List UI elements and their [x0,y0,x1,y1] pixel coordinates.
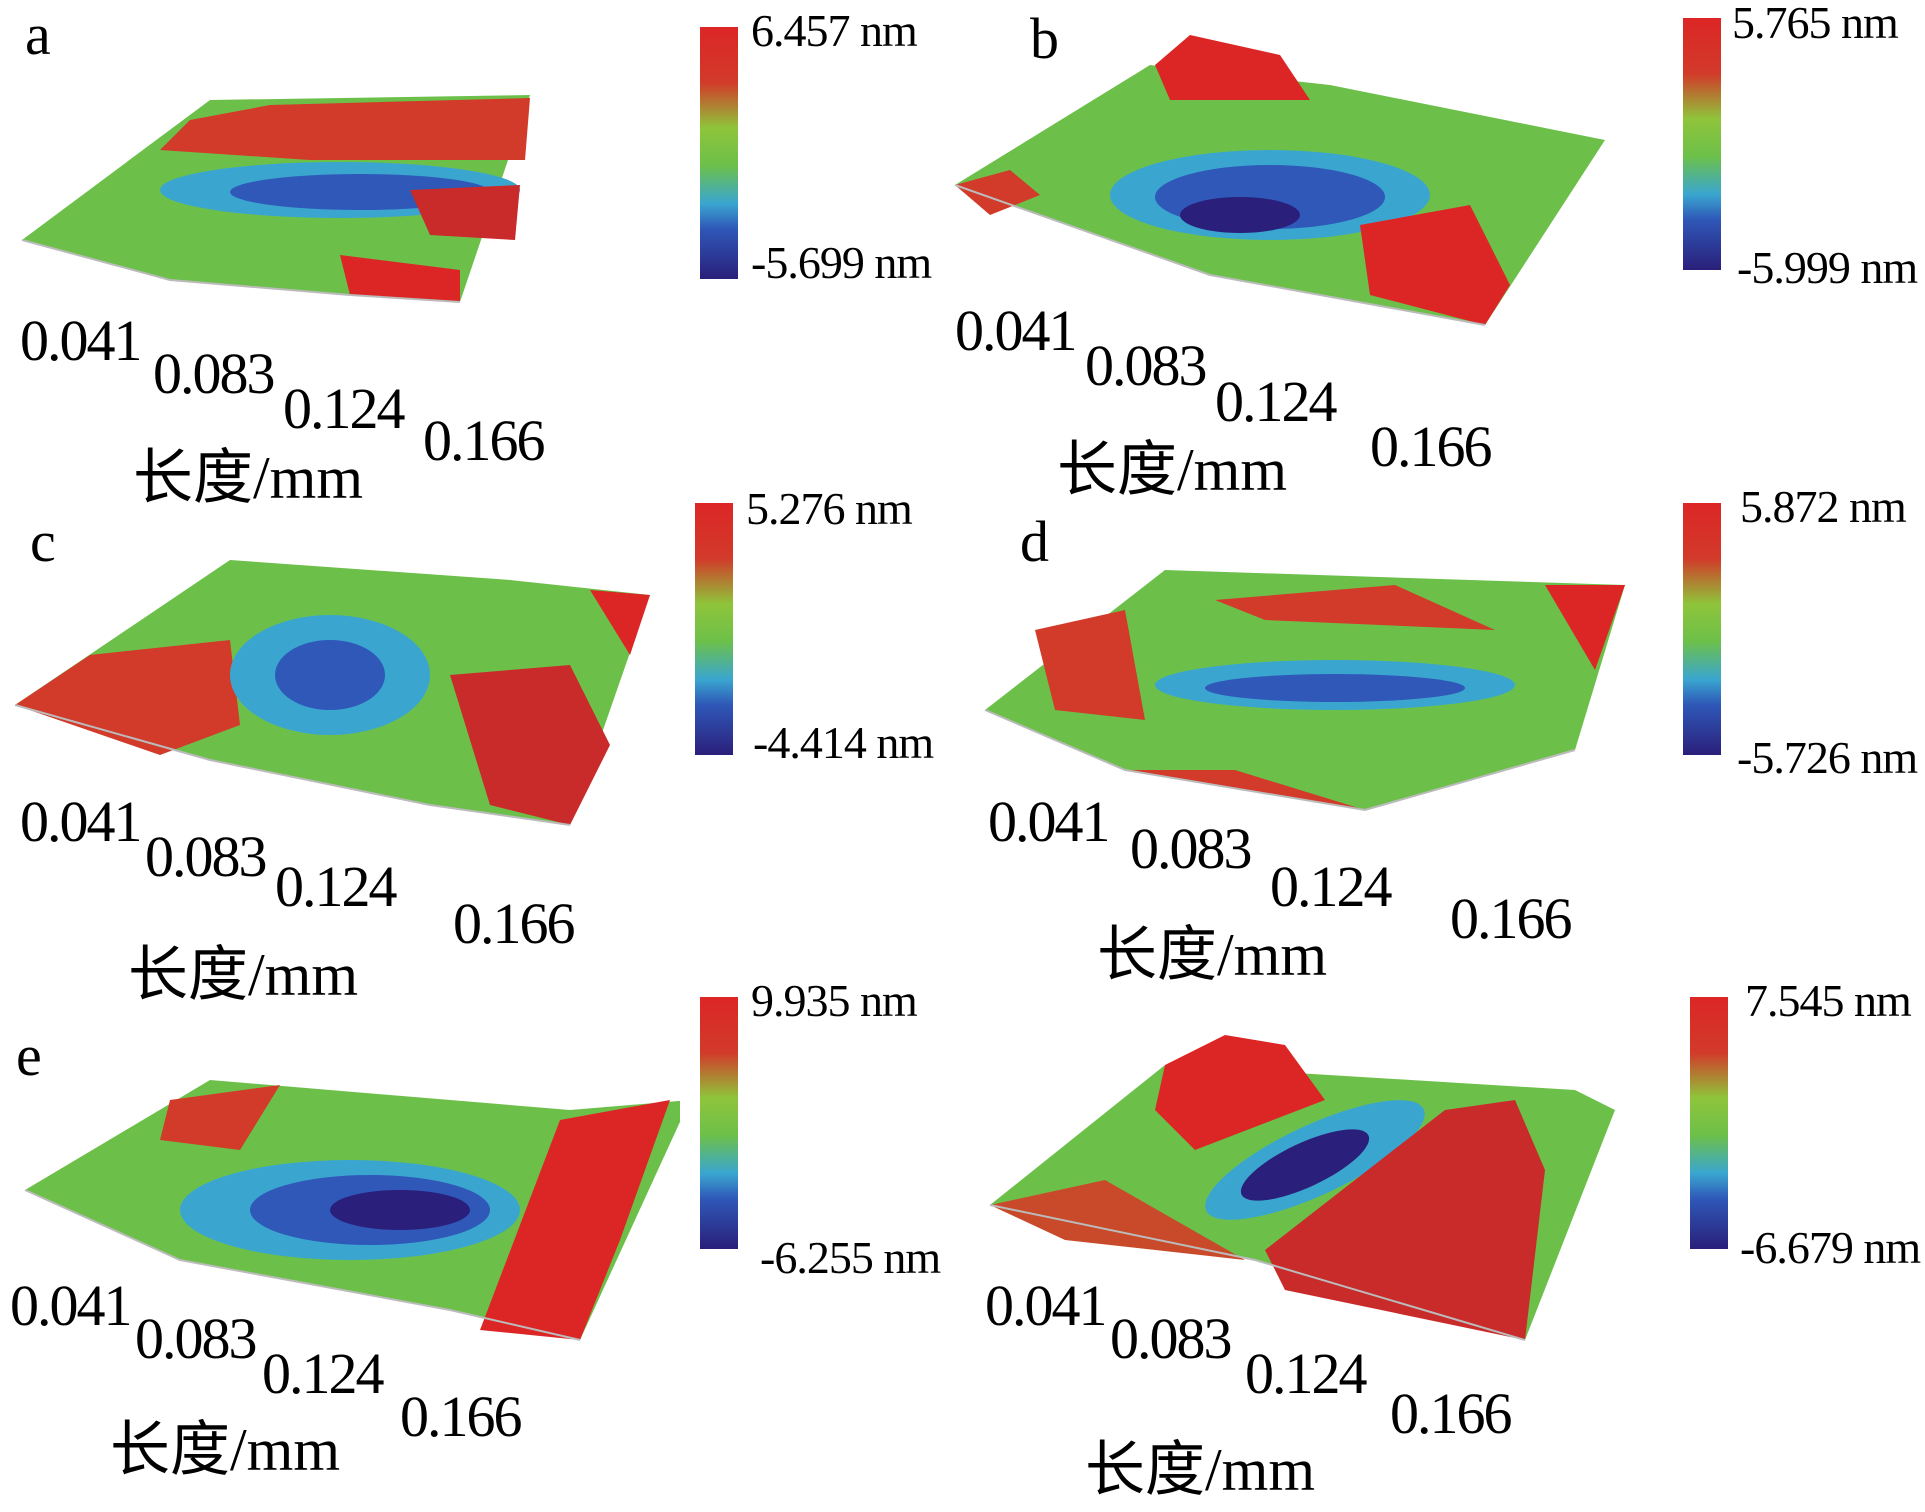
panel-letter: a [25,2,51,67]
surface-plot [21,95,530,303]
x-tick-4: 0.166 [1390,1381,1512,1446]
axis-label: 长度/mm [128,942,359,1008]
x-tick-2: 0.083 [1085,333,1207,398]
axis-label: 长度/mm [110,1417,341,1483]
panel-e: e 0.041 0.083 0.124 0.166 长度/mm 9.935 nm… [0,0,960,1512]
colorbar-max-label: 5.872 nm [1740,481,1907,532]
x-tick-3: 0.124 [262,1341,384,1406]
surface-plot [984,570,1625,812]
panel-d: d 0.041 0.083 0.124 0.166 长度/mm 5.872 nm… [984,481,1918,988]
x-tick-2: 0.083 [1110,1306,1232,1371]
panel-c: c 0.041 0.083 0.124 0.166 长度/mm 5.276 nm… [0,0,960,1010]
axis-label: 长度/mm [1097,922,1328,988]
x-tick-2: 0.083 [153,341,275,406]
colorbar-max-label: 5.276 nm [746,483,913,534]
colorbar [1683,503,1721,755]
axis-label: 长度/mm [1057,437,1288,503]
surface-plot [24,1080,680,1341]
x-tick-1: 0.041 [10,1273,132,1338]
x-tick-4: 0.166 [423,408,545,473]
x-tick-1: 0.041 [988,789,1110,854]
x-tick-1: 0.041 [20,789,142,854]
panel-b: b 0.041 0.083 0.124 0.166 长度/mm 5.765 nm… [0,0,1925,510]
colorbar-max-label: 7.545 nm [1745,975,1912,1026]
panel-letter: d [1020,509,1049,574]
x-tick-4: 0.166 [1450,886,1572,951]
colorbar [695,503,733,755]
x-tick-3: 0.124 [1245,1341,1367,1406]
colorbar-min-label: -5.699 nm [751,237,932,288]
panel-letter: c [30,509,56,574]
colorbar-min-label: -5.999 nm [1737,242,1918,293]
axis-label: 长度/mm [133,445,364,511]
colorbar-max-label: 5.765 nm [1732,0,1899,48]
surface-plot [989,1035,1615,1341]
colorbar [1690,997,1728,1249]
colorbar [700,997,738,1249]
x-tick-1: 0.041 [985,1273,1107,1338]
colorbar-min-label: -6.679 nm [1740,1222,1921,1273]
x-tick-1: 0.041 [20,308,142,373]
surface-plot [954,35,1605,326]
x-tick-4: 0.166 [453,891,575,956]
colorbar-max-label: 9.935 nm [751,975,918,1026]
colorbar-min-label: -6.255 nm [760,1232,941,1283]
x-tick-3: 0.124 [1215,369,1337,434]
surface-plot [14,560,650,826]
x-tick-3: 0.124 [275,854,397,919]
colorbar [1683,18,1721,270]
colorbar [700,27,738,279]
axis-label: 长度/mm [1085,1437,1316,1503]
x-tick-1: 0.041 [955,298,1077,363]
panel-letter: e [16,1023,42,1088]
colorbar-min-label: -4.414 nm [753,717,934,768]
colorbar-min-label: -5.726 nm [1737,732,1918,783]
panel-a: a 0.041 0.083 0.124 0.166 长度/mm 6.457 nm… [0,0,960,510]
x-tick-4: 0.166 [1370,414,1492,479]
x-tick-3: 0.124 [1270,854,1392,919]
x-tick-2: 0.083 [1130,816,1252,881]
colorbar-max-label: 6.457 nm [751,5,918,56]
x-tick-2: 0.083 [145,824,267,889]
x-tick-4: 0.166 [400,1384,522,1449]
panel-letter: b [1030,6,1059,71]
x-tick-3: 0.124 [283,376,405,441]
x-tick-2: 0.083 [135,1306,257,1371]
